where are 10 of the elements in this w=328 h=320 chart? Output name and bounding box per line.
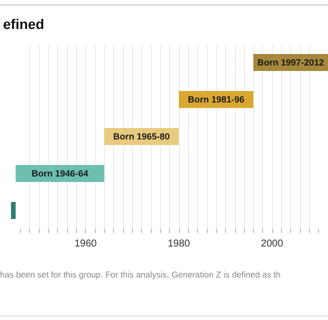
text: has been set for this group. For this analysis, Generation Z is defined as th [0,270,281,280]
data-label: Born 1965-80 [113,132,170,142]
bar [11,202,16,220]
x-tick-label: 2000 [260,238,284,250]
data-label: Born 1946-64 [32,168,88,178]
chart-title: efined [3,16,44,32]
data-label: Born 1997-2012 [257,58,324,68]
data-label: Born 1981-96 [188,94,244,104]
x-tick-label: 1960 [74,238,98,250]
x-tick-label: 1980 [168,238,190,250]
